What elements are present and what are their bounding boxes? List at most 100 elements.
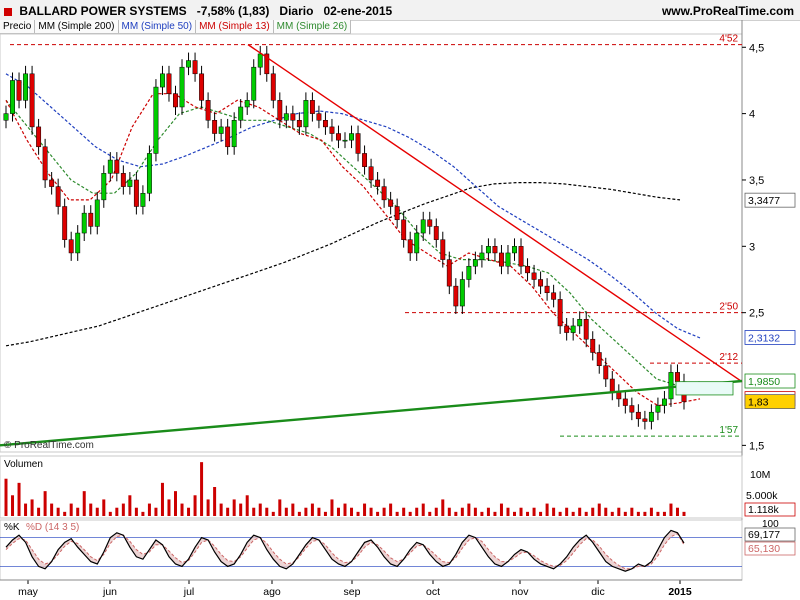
volume-bar	[389, 503, 393, 516]
stoch-title-d: %D (14 3 5)	[26, 522, 79, 533]
candle	[270, 73, 276, 101]
candle	[238, 106, 244, 121]
chart-title: BALLARD POWER SYSTEMS -7,58% (1,83) Diar…	[4, 4, 392, 18]
candle	[322, 120, 328, 128]
stoch-d-tag	[744, 541, 796, 556]
candle	[596, 352, 602, 366]
candle	[440, 239, 446, 260]
stoch-k-tag	[744, 527, 796, 542]
candle	[485, 246, 491, 254]
candle	[661, 398, 667, 406]
candle	[512, 246, 517, 254]
volume-bar	[662, 511, 666, 516]
candle	[342, 139, 348, 142]
stoch-k-line	[5, 529, 685, 572]
x-tick-label: ago	[263, 586, 281, 598]
candle	[251, 66, 257, 101]
volume-bar	[636, 511, 640, 516]
candle	[107, 159, 113, 174]
level-label: 4'52	[719, 34, 738, 45]
candle	[362, 153, 368, 167]
volume-bar	[141, 511, 145, 516]
candle	[303, 100, 309, 128]
volume-bar	[56, 507, 60, 516]
candle	[459, 279, 465, 307]
candle	[205, 100, 211, 121]
candle	[231, 120, 237, 148]
legend-item-ma26[interactable]: MM (Simple 26)	[273, 20, 352, 34]
value-tag-label: 1,83	[748, 397, 769, 409]
legend-item-ma200[interactable]: MM (Simple 200)	[35, 20, 119, 34]
volume-bar	[467, 503, 471, 516]
site-link[interactable]: www.ProRealTime.com	[661, 4, 794, 18]
period: Diario	[279, 4, 314, 18]
volume-bar	[147, 503, 151, 516]
candle	[453, 285, 459, 307]
volume-bar	[408, 511, 412, 516]
volume-bar	[95, 507, 99, 516]
volume-panel-frame	[0, 455, 743, 519]
price-panel-frame	[0, 33, 743, 453]
volume-bar	[128, 495, 132, 516]
volume-bar	[669, 503, 673, 516]
volume-bar	[108, 511, 112, 516]
candle	[355, 133, 361, 154]
legend-item-price[interactable]: Precio	[0, 20, 36, 34]
value-tag-label: 1,9850	[748, 376, 780, 388]
volume-bar	[675, 507, 679, 516]
candle	[420, 219, 426, 234]
candle	[414, 232, 420, 254]
volume-bar	[395, 511, 399, 516]
instrument-name: BALLARD POWER SYSTEMS	[19, 4, 187, 18]
candle	[264, 53, 270, 75]
candle	[160, 73, 165, 88]
volume-bar	[43, 491, 47, 516]
volume-bar	[336, 507, 340, 516]
candle	[499, 252, 504, 267]
volume-bar	[447, 507, 451, 516]
x-tick-label: 2015	[668, 586, 692, 598]
volume-bar	[578, 507, 582, 516]
candle	[479, 252, 485, 260]
x-tick-label: jun	[102, 586, 117, 598]
candle	[29, 73, 35, 128]
volume-bar	[584, 511, 588, 516]
candle	[570, 325, 576, 333]
volume-bar	[473, 507, 477, 516]
volume-bar	[643, 511, 647, 516]
x-tick-label: dic	[591, 586, 604, 598]
candle	[277, 100, 283, 121]
watermark: © ProRealTime.com	[4, 440, 94, 451]
volume-bar	[187, 507, 191, 516]
level-label: 1'57	[719, 425, 738, 436]
candle	[23, 73, 29, 101]
stoch-top-label: 100	[762, 519, 779, 530]
candle	[681, 381, 687, 402]
candle	[283, 113, 289, 121]
candle	[368, 166, 374, 181]
candle	[225, 126, 231, 148]
volume-bar	[134, 507, 138, 516]
volume-bar	[623, 511, 627, 516]
y-tick-label: 3	[749, 241, 755, 253]
volume-bar	[30, 499, 34, 516]
candle	[10, 80, 15, 114]
candle	[290, 113, 296, 121]
candle	[427, 219, 433, 227]
volume-bar	[532, 507, 536, 516]
candle	[55, 186, 61, 207]
volume-bar	[37, 507, 41, 516]
x-tick-label: sep	[344, 586, 361, 598]
legend-item-ma50[interactable]: MM (Simple 50)	[118, 20, 197, 34]
candle	[635, 411, 641, 420]
candle	[146, 153, 152, 194]
volume-bar	[11, 495, 15, 516]
date: 02-ene-2015	[323, 4, 393, 18]
volume-tick-10m: 10M	[750, 469, 770, 481]
volume-bar	[317, 507, 321, 516]
x-tick-label: jul	[183, 586, 195, 598]
volume-bar	[24, 503, 28, 516]
candle	[642, 418, 648, 422]
candle	[75, 232, 81, 254]
legend-item-ma13[interactable]: MM (Simple 13)	[196, 20, 274, 34]
